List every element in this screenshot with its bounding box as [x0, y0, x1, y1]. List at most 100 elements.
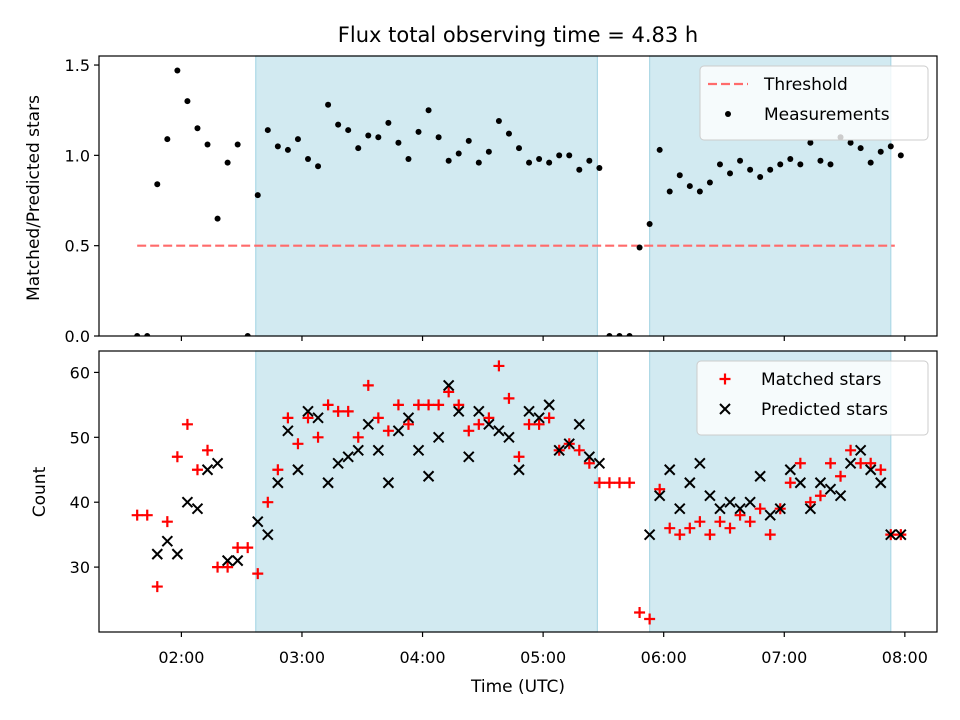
data-point-predicted — [483, 418, 495, 431]
data-point-predicted — [684, 477, 696, 489]
legend-label: Measurements — [764, 105, 890, 125]
data-point-matched — [784, 477, 796, 489]
data-point-predicted — [392, 425, 405, 437]
data-point — [716, 161, 723, 168]
data-point-predicted — [854, 444, 867, 456]
data-point — [304, 155, 311, 162]
data-point — [375, 134, 382, 141]
data-point — [365, 132, 372, 139]
data-point-matched — [845, 444, 857, 456]
data-point — [787, 155, 794, 162]
data-point-predicted — [362, 418, 374, 431]
data-point — [666, 188, 673, 195]
data-point-matched — [382, 425, 394, 437]
data-point-matched — [855, 457, 867, 469]
data-point-predicted — [463, 451, 475, 463]
data-point-matched — [865, 457, 877, 469]
data-point-matched — [624, 477, 636, 489]
data-point-predicted — [151, 548, 163, 560]
data-point-matched — [423, 399, 435, 411]
data-point-matched — [724, 522, 736, 534]
data-point — [495, 118, 502, 125]
data-point-predicted — [322, 477, 334, 489]
data-point-matched — [714, 516, 726, 528]
data-point-predicted — [533, 412, 545, 424]
shaded-interval-1 — [255, 350, 598, 633]
data-point-predicted — [704, 490, 716, 502]
data-point-predicted — [161, 535, 174, 547]
data-point — [224, 159, 231, 166]
data-point-predicted — [875, 477, 887, 489]
data-point-matched — [744, 516, 756, 528]
data-point-matched — [533, 418, 545, 430]
data-point-matched — [583, 457, 595, 469]
data-point-matched — [654, 483, 666, 495]
data-point-matched — [202, 444, 214, 456]
data-point-matched — [694, 516, 706, 528]
data-point-matched — [252, 568, 264, 580]
top-panel: 0.0 0.5 1.0 1.5 Threshold Measurements — [65, 55, 938, 346]
data-point-matched — [262, 496, 274, 508]
shaded-interval-1 — [255, 55, 598, 337]
x-tick-label: 08:00 — [882, 648, 928, 667]
plot-frame — [98, 55, 938, 337]
data-point — [536, 155, 543, 162]
x-axis-label: Time (UTC) — [470, 677, 565, 697]
data-point — [264, 127, 271, 134]
data-point — [405, 155, 412, 162]
legend-box — [696, 360, 929, 436]
data-point-matched — [664, 522, 676, 534]
data-point — [747, 166, 754, 173]
x-tick-label: 03:00 — [279, 648, 325, 667]
data-point-matched — [523, 418, 535, 430]
data-point — [777, 161, 784, 168]
data-point-matched — [302, 412, 314, 424]
data-point — [767, 166, 774, 173]
data-point-predicted — [453, 405, 465, 418]
data-point-matched — [684, 522, 696, 534]
data-point-predicted — [332, 457, 344, 469]
data-point-matched — [644, 613, 656, 625]
data-point — [867, 159, 874, 166]
data-point — [887, 143, 894, 150]
data-point-matched — [543, 412, 555, 424]
data-point — [897, 152, 904, 159]
data-point-matched — [674, 529, 686, 541]
data-point-predicted — [543, 399, 555, 411]
data-point-matched — [794, 457, 806, 469]
data-point — [465, 137, 472, 144]
data-point-predicted — [824, 483, 837, 495]
data-point-predicted — [563, 438, 575, 450]
legend: Threshold Measurements — [699, 65, 929, 141]
data-point — [485, 148, 492, 155]
data-point-predicted — [653, 490, 666, 502]
data-point — [576, 166, 583, 173]
x-tick-label: 02:00 — [158, 648, 204, 667]
data-point — [355, 145, 362, 152]
data-point-predicted — [804, 502, 817, 515]
chart-title: Flux total observing time = 4.83 h — [338, 23, 698, 47]
data-point — [244, 333, 251, 336]
data-point-predicted — [814, 477, 827, 489]
data-point — [827, 161, 834, 168]
data-point — [154, 181, 161, 188]
legend-predicted-swatch — [719, 403, 731, 415]
data-point — [325, 101, 332, 108]
data-point — [626, 333, 633, 336]
data-point-predicted — [724, 496, 736, 508]
data-point — [204, 141, 211, 148]
data-point — [234, 141, 241, 148]
data-point — [656, 146, 663, 153]
data-point-matched — [443, 386, 455, 398]
data-point-matched — [634, 607, 646, 619]
data-point-matched — [292, 438, 304, 450]
data-point — [706, 179, 713, 186]
data-point-matched — [242, 542, 254, 554]
data-point-predicted — [754, 470, 766, 482]
data-point — [616, 333, 623, 336]
data-point-matched — [835, 470, 847, 482]
data-point-matched — [593, 477, 605, 489]
data-point-predicted — [674, 502, 686, 515]
data-point-matched — [483, 412, 495, 424]
